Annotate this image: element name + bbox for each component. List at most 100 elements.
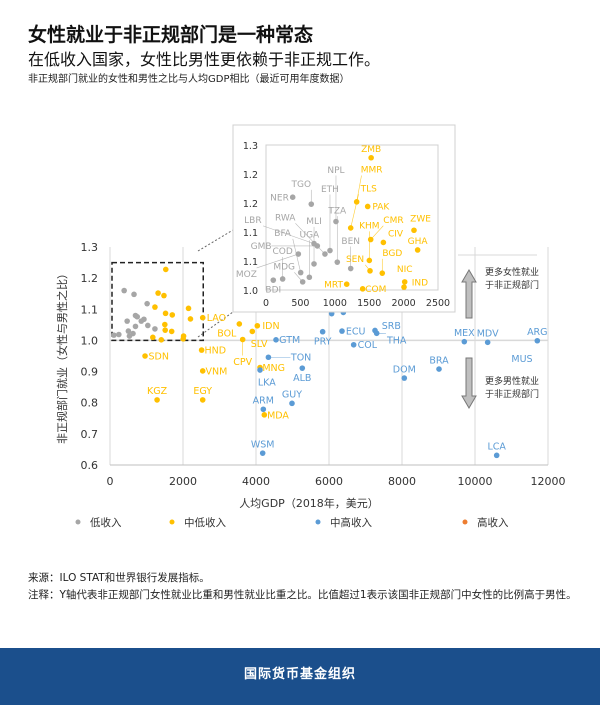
data-point [134, 313, 141, 320]
data-point [152, 304, 158, 310]
data-label: SDN [149, 351, 169, 362]
y-tick-label: 1.1 [81, 303, 99, 316]
inset-x-tick-label: 500 [291, 298, 309, 309]
data-label: COL [358, 340, 378, 351]
inset-data-label: KHM [359, 222, 379, 232]
inset-data-label: NER [270, 193, 289, 203]
label-leader-line [262, 225, 315, 244]
inset-data-label: ZWE [410, 214, 431, 224]
data-point [142, 353, 148, 359]
y-tick-label: 1.2 [81, 272, 99, 285]
data-point [161, 292, 167, 299]
up-arrow-icon [461, 269, 477, 319]
data-label: SRB [382, 321, 401, 332]
legend-marker [462, 519, 468, 525]
inset-data-label: GHA [408, 237, 429, 247]
data-point [199, 314, 206, 321]
x-tick-label: 10000 [458, 475, 493, 488]
data-label: ECU [346, 327, 366, 338]
data-label: ARM [253, 395, 274, 406]
data-point [273, 337, 279, 343]
label-leader-line [295, 223, 326, 255]
inset-y-tick-label: 1.0 [243, 286, 258, 297]
data-point [534, 337, 541, 344]
annotation-more-men: 更多男性就业 [485, 375, 539, 387]
data-label: CPV [233, 357, 252, 368]
x-tick-label: 0 [107, 475, 114, 488]
label-leader-line [292, 238, 301, 273]
data-point [131, 291, 137, 298]
data-point [261, 412, 268, 418]
inset-data-point [347, 265, 354, 272]
inset-data-point [367, 268, 373, 274]
inset-data-point [334, 259, 341, 265]
x-tick-label: 8000 [388, 475, 416, 488]
data-point [152, 326, 158, 332]
data-label: ALB [293, 373, 311, 384]
data-point [401, 375, 408, 381]
data-point [339, 328, 345, 334]
data-label: BRA [429, 355, 449, 366]
legend-marker [315, 519, 321, 525]
inset-y-tick-label: 1.3 [243, 141, 258, 152]
inset-data-point [343, 281, 350, 288]
data-point [436, 366, 442, 372]
label-leader-line [364, 264, 371, 272]
data-label: LCA [487, 442, 506, 453]
annotation-more-women: 于非正规部门 [485, 279, 539, 291]
inset-data-label: SEN [346, 255, 364, 265]
data-point [138, 318, 145, 324]
inset-panel [232, 124, 456, 313]
y-tick-label: 1.0 [81, 334, 99, 347]
label-leader-line [370, 225, 384, 240]
data-label: MDV [477, 328, 499, 339]
data-label: THA [386, 335, 407, 346]
inset-data-label: IND [412, 278, 428, 288]
data-label: ARG [527, 327, 547, 338]
data-label: KGZ [147, 386, 168, 397]
data-point [132, 323, 139, 330]
data-label: VNM [205, 366, 227, 377]
legend-marker [75, 519, 81, 525]
data-point [125, 328, 132, 334]
chart-subtitle: 在低收入国家，女性比男性更依赖于非正规工作。 [28, 50, 381, 69]
inset-data-label: MMR [361, 166, 383, 176]
data-point [289, 400, 295, 407]
data-label: MUS [511, 354, 532, 365]
y-axis-label: 非正规部门就业（女性与男性之比） [55, 268, 69, 444]
inset-data-label: COM [365, 285, 386, 295]
inset-x-tick-label: 1000 [323, 298, 347, 309]
inset-data-label: COD [272, 247, 292, 257]
inset-x-tick-label: 2000 [392, 298, 416, 309]
data-point [144, 300, 150, 307]
footer-banner: 国际货币基金组织 [0, 648, 600, 705]
inset-plot-frame [265, 144, 439, 291]
data-point [169, 312, 176, 318]
y-tick-label: 0.7 [81, 428, 99, 441]
data-point [350, 341, 357, 348]
y-tick-label: 0.8 [81, 397, 99, 410]
inset-data-label: MRT [324, 280, 343, 290]
data-point [145, 322, 151, 329]
annotation-more-men: 于非正规部门 [485, 388, 539, 400]
chart-title: 女性就业于非正规部门是一种常态 [28, 24, 314, 46]
inset-data-label: TGO [290, 180, 311, 190]
data-point [461, 338, 468, 345]
inset-data-label: BDI [265, 285, 281, 295]
data-label: LAO [207, 313, 226, 324]
data-label: MNG [262, 363, 285, 374]
inset-data-point [411, 227, 417, 234]
inset-data-point [279, 276, 286, 282]
data-point [259, 450, 266, 456]
inset-y-tick-label: 1.1 [243, 228, 258, 239]
label-leader-line [256, 253, 299, 269]
annotation-more-women: 更多女性就业 [485, 266, 539, 278]
data-point [198, 347, 205, 353]
inset-data-label: NPL [327, 166, 344, 176]
inset-data-point [380, 239, 387, 246]
data-point [162, 310, 169, 317]
y-tick-label: 1.3 [81, 241, 99, 254]
data-point [158, 337, 165, 343]
data-point [121, 287, 127, 294]
data-point [254, 322, 261, 329]
